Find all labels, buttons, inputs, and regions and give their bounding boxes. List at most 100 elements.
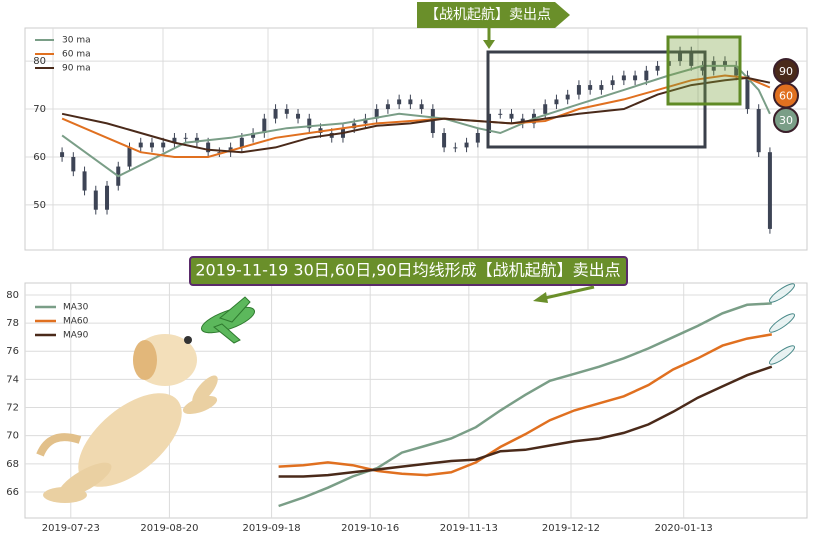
candle-body <box>678 51 683 62</box>
dog-illustration <box>36 334 218 503</box>
candle-body <box>262 118 267 134</box>
candle-body <box>610 80 615 86</box>
candle-body <box>621 75 626 81</box>
x-tick-label: 2019-11-13 <box>440 523 498 534</box>
candle-body <box>756 109 761 153</box>
candle-body <box>127 147 132 167</box>
candle-body <box>633 75 638 81</box>
x-tick-label: 2019-09-18 <box>243 523 301 534</box>
y-tick-label: 78 <box>6 318 19 329</box>
x-tick-label: 2019-07-23 <box>42 523 100 534</box>
x-tick-label: 2020-01-13 <box>655 523 713 534</box>
candle-body <box>194 137 199 143</box>
candle-body <box>588 85 593 90</box>
y-tick-label: 72 <box>6 403 19 414</box>
chart-title: 【战机起航】卖出点 <box>425 7 551 23</box>
y-tick-label: 60 <box>33 152 46 163</box>
x-tick-label: 2019-10-16 <box>341 523 399 534</box>
highlight-box <box>486 50 707 149</box>
legend-label: 60 ma <box>62 50 91 60</box>
y-tick-label: 74 <box>6 374 19 385</box>
candle-body <box>60 152 65 157</box>
y-tick-label: 80 <box>33 56 46 67</box>
candle-body <box>408 99 413 105</box>
candle-body <box>554 99 559 105</box>
candle-body <box>82 171 87 191</box>
y-tick-label: 76 <box>6 346 19 357</box>
title-banner <box>417 2 570 28</box>
candle-body <box>565 94 570 100</box>
candle-body <box>509 113 514 119</box>
candle-body <box>689 51 694 66</box>
legend-label: MA90 <box>63 331 89 341</box>
candle-body <box>419 104 424 110</box>
candle-body <box>767 152 772 229</box>
ma-line <box>278 333 773 477</box>
y-tick-label: 68 <box>6 459 19 470</box>
candle-body <box>385 104 390 110</box>
candle-body <box>644 70 649 81</box>
ma-tag-label: 90 <box>779 65 793 78</box>
candle-body <box>206 142 211 153</box>
candle-body <box>307 118 312 129</box>
candle-body <box>239 137 244 148</box>
candle-body <box>93 190 98 210</box>
x-tick-label: 2019-12-12 <box>542 523 600 534</box>
y-tick-label: 50 <box>33 200 46 211</box>
candle-body <box>172 137 177 143</box>
legend-label: 90 ma <box>62 64 91 74</box>
x-tick-label: 2019-08-20 <box>140 523 198 534</box>
candle-body <box>453 147 458 149</box>
candle-body <box>442 133 447 148</box>
candle-body <box>374 109 379 119</box>
candle-body <box>138 142 143 148</box>
candle-body <box>161 142 166 148</box>
candle-body <box>105 185 110 210</box>
ma-line <box>278 302 772 508</box>
y-tick-label: 80 <box>6 290 19 301</box>
ma-tag <box>773 58 799 84</box>
candle-body <box>217 152 222 154</box>
top-chart: 50 60 70 80 30 ma 60 ma 90 ma 30 60 90 <box>25 36 807 234</box>
legend-label: MA30 <box>63 303 89 313</box>
candle-body <box>251 133 256 138</box>
candle-body <box>296 113 301 119</box>
ma-line <box>61 76 771 154</box>
arrow-head <box>483 40 495 49</box>
plane-illustration <box>201 296 255 344</box>
candle-body <box>464 142 469 148</box>
candle-body <box>655 65 660 71</box>
candle-body <box>543 104 548 114</box>
candle-body <box>498 113 503 115</box>
y-tick-label: 70 <box>6 431 19 442</box>
candle-body <box>745 75 750 110</box>
candle-body <box>397 99 402 105</box>
top-frame <box>24 27 808 251</box>
legend-label: 30 ma <box>62 36 91 46</box>
candle-body <box>599 85 604 90</box>
candle-body <box>700 65 705 71</box>
sell-zone <box>666 35 742 106</box>
ma-line <box>61 74 771 158</box>
candle-body <box>363 118 368 124</box>
y-tick-label: 70 <box>33 104 46 115</box>
ma-tag-label: 30 <box>779 114 793 127</box>
candle-body <box>284 109 289 114</box>
candle-body <box>722 61 727 66</box>
ma-tag-label: 60 <box>779 90 793 103</box>
arrow-head <box>533 292 548 303</box>
arrow <box>544 285 595 300</box>
candle-body <box>183 137 188 139</box>
candle-body <box>273 109 278 119</box>
candle-body <box>149 142 154 148</box>
plane-icons <box>769 283 795 365</box>
subtitle-banner <box>189 256 628 286</box>
ma-line <box>278 365 773 478</box>
chart-title: 2019-11-19 30日,60日,90日均线形成【战机起航】卖出点 <box>195 261 620 280</box>
legend-label: MA60 <box>63 317 89 327</box>
y-tick-label: 66 <box>6 487 19 498</box>
candle-body <box>576 85 581 95</box>
candle-body <box>475 133 480 143</box>
candle-body <box>734 65 739 76</box>
